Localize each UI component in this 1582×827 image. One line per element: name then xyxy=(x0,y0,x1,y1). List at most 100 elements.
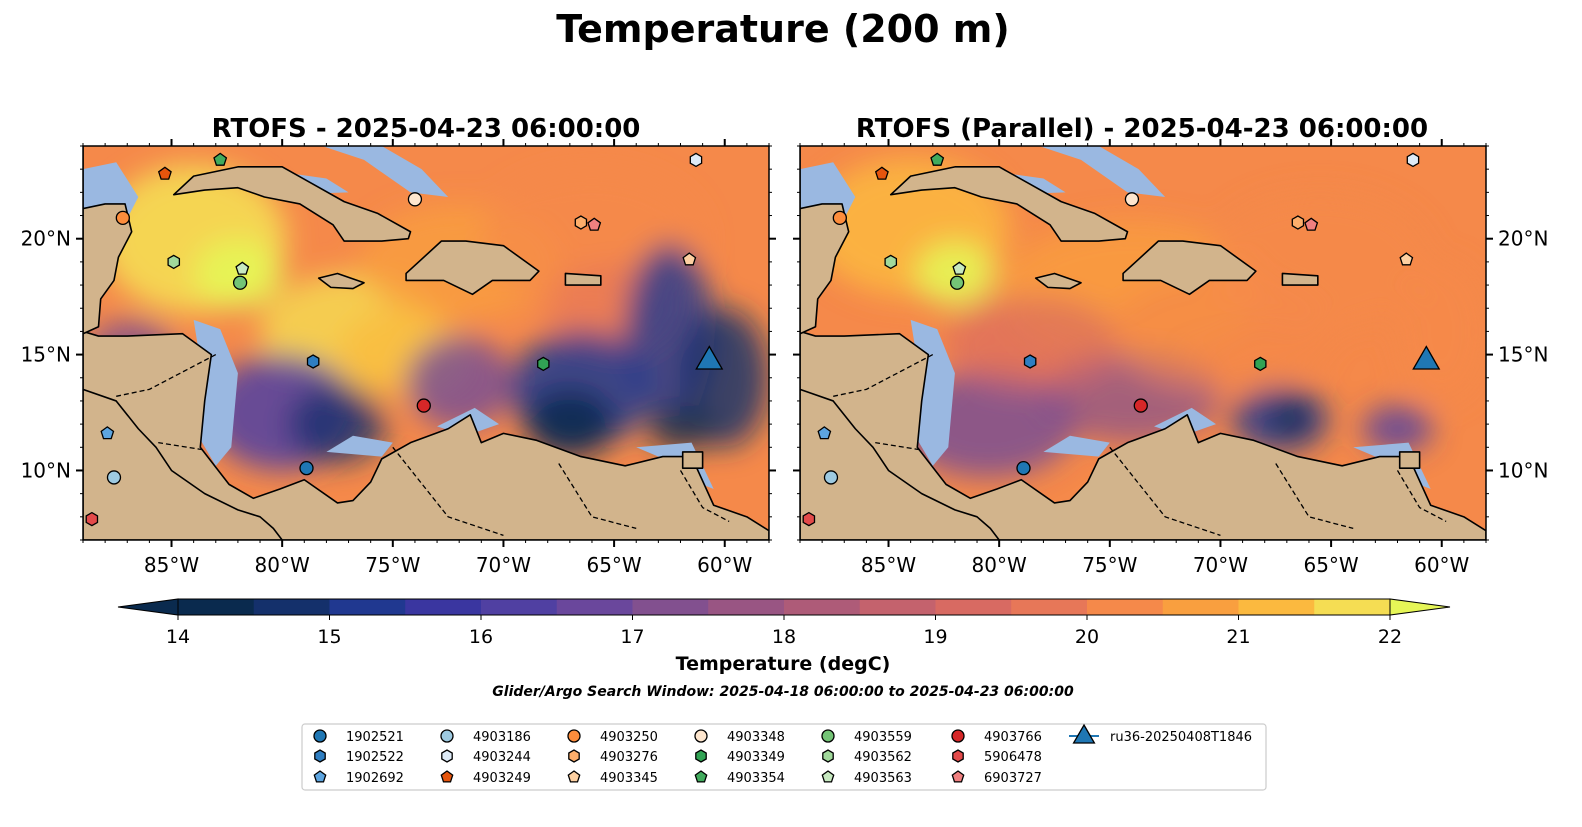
float-marker-4903250[interactable] xyxy=(832,210,847,225)
colorbar-bin xyxy=(329,599,406,615)
colorbar-bin xyxy=(859,599,936,615)
country-border xyxy=(392,446,504,536)
legend-marker-4903563[interactable] xyxy=(821,770,835,783)
colorbar-tick-label: 18 xyxy=(772,626,796,648)
legend-item: ru36-20250408T1846 xyxy=(1069,723,1252,745)
map-rtofs[interactable]: 85°W 80°W 75°W 70°W 65°W 60°W 10°N 15°N 20°N xyxy=(21,139,776,577)
float-marker-4903276[interactable] xyxy=(574,215,588,230)
panel-title-rtofs: RTOFS - 2025-04-23 06:00:00 xyxy=(212,114,641,144)
legend-marker-4903250[interactable] xyxy=(567,729,581,743)
legend-marker-ru36-20250408T1846[interactable] xyxy=(1072,723,1096,744)
float-marker-1902692[interactable] xyxy=(100,426,115,440)
float-marker-4903349[interactable] xyxy=(1254,356,1267,372)
float-marker-4903249[interactable] xyxy=(874,166,889,180)
float-marker-6903727[interactable] xyxy=(1304,217,1319,231)
float-marker-4903348[interactable] xyxy=(1124,192,1140,207)
country-border xyxy=(1109,446,1221,536)
float-marker-4903559[interactable] xyxy=(949,275,965,290)
float-marker-4903249[interactable] xyxy=(157,166,172,180)
float-marker-1902522[interactable] xyxy=(1023,354,1037,369)
float-marker-4903276[interactable] xyxy=(1291,215,1305,230)
float-marker-6903727[interactable] xyxy=(587,217,602,231)
legend-item: 4903348 xyxy=(694,729,785,745)
float-marker-4903345[interactable] xyxy=(1399,252,1414,266)
legend-marker-4903562[interactable] xyxy=(822,749,834,763)
float-marker-4903766[interactable] xyxy=(416,398,431,413)
colorbar-bin xyxy=(708,599,785,615)
colorbar-tick-label: 22 xyxy=(1378,626,1402,648)
legend-item: 4903559 xyxy=(821,729,912,745)
float-marker-1902522[interactable] xyxy=(306,354,320,369)
map-panel-rtofs: RTOFS - 2025-04-23 06:00:00 85°W 80°W 75°W… xyxy=(21,114,776,577)
float-marker-4903250[interactable] xyxy=(115,210,130,225)
float-marker-4903348[interactable] xyxy=(407,192,423,207)
legend-label: 4903354 xyxy=(727,771,785,786)
colorbar-bin xyxy=(784,599,861,615)
float-marker-4903349[interactable] xyxy=(537,356,550,372)
legend-label: 4903559 xyxy=(854,730,912,745)
colorbar-bin xyxy=(556,599,633,615)
map-rtofs-parallel[interactable]: 85°W 80°W 75°W 70°W 65°W 60°W 10°N 15°N 20°N xyxy=(793,139,1548,577)
legend-item: 4903186 xyxy=(440,729,531,745)
legend-marker-4903186[interactable] xyxy=(440,729,454,743)
legend-marker-4903766[interactable] xyxy=(951,729,965,743)
legend-marker-4903349[interactable] xyxy=(695,749,707,763)
legend-marker-1902692[interactable] xyxy=(313,770,327,783)
float-marker-4903559[interactable] xyxy=(232,275,248,290)
legend-marker-1902521[interactable] xyxy=(313,729,327,743)
float-marker-4903186[interactable] xyxy=(106,470,122,485)
float-marker-4903563[interactable] xyxy=(235,261,250,275)
float-marker-4903766[interactable] xyxy=(1133,398,1148,413)
land-trinidad xyxy=(1398,451,1421,469)
legend-marker-6903727[interactable] xyxy=(951,770,965,783)
float-marker-ru36-20250408T1846[interactable] xyxy=(695,345,724,370)
map-body xyxy=(800,146,1486,540)
land-hispaniola xyxy=(405,240,540,296)
float-marker-4903354[interactable] xyxy=(213,152,228,166)
float-marker-1902521[interactable] xyxy=(1016,461,1031,476)
land-yucatan xyxy=(83,203,133,335)
land-central xyxy=(83,146,769,540)
legend-marker-5906478[interactable] xyxy=(952,749,964,763)
float-marker-4903562[interactable] xyxy=(884,254,898,270)
land-yucatan xyxy=(800,203,850,335)
float-marker-4903562[interactable] xyxy=(167,254,181,270)
legend-label: 4903562 xyxy=(854,750,912,765)
legend-label: 5906478 xyxy=(984,750,1042,765)
float-marker-4903354[interactable] xyxy=(930,152,945,166)
legend-marker-1902522[interactable] xyxy=(314,749,326,763)
float-marker-5906478[interactable] xyxy=(85,511,99,527)
country-border xyxy=(1396,470,1447,523)
float-marker-1902521[interactable] xyxy=(299,461,314,476)
float-marker-4903186[interactable] xyxy=(823,470,839,485)
legend-label: 4903345 xyxy=(600,771,658,786)
float-marker-5906478[interactable] xyxy=(802,511,816,527)
shallow-water xyxy=(1043,435,1110,457)
float-marker-4903244[interactable] xyxy=(689,152,703,168)
float-marker-ru36-20250408T1846[interactable] xyxy=(1412,345,1441,370)
colorbar-bin xyxy=(1162,599,1239,615)
legend-label: 4903249 xyxy=(473,771,531,786)
float-marker-4903563[interactable] xyxy=(952,261,967,275)
y-tick-label: 10°N xyxy=(1498,458,1548,482)
legend-marker-4903348[interactable] xyxy=(694,729,708,743)
land-puertorico xyxy=(564,272,602,286)
legend-marker-4903559[interactable] xyxy=(821,729,835,743)
legend-label: 4903766 xyxy=(984,730,1042,745)
map-panel-rtofs-parallel: RTOFS (Parallel) - 2025-04-23 06:00:00 8… xyxy=(793,114,1548,577)
legend-marker-4903345[interactable] xyxy=(567,770,581,783)
legend-marker-4903244[interactable] xyxy=(441,749,453,763)
float-marker-4903244[interactable] xyxy=(1406,152,1420,168)
colorbar-extend-low xyxy=(117,598,179,616)
legend-label: 1902521 xyxy=(346,730,404,745)
legend-marker-4903249[interactable] xyxy=(440,770,454,783)
float-marker-4903345[interactable] xyxy=(682,252,697,266)
legend-marker-4903276[interactable] xyxy=(568,749,580,763)
colorbar-bin xyxy=(405,599,482,615)
x-tick-label: 70°W xyxy=(476,553,531,577)
map-frame xyxy=(799,145,1487,541)
axis-ticks: 85°W 80°W 75°W 70°W 65°W 60°W 10°N 15°N 20°N xyxy=(793,139,1548,577)
legend-marker-4903354[interactable] xyxy=(694,770,708,783)
float-marker-1902692[interactable] xyxy=(817,426,832,440)
legend-item: 6903727 xyxy=(951,770,1042,786)
